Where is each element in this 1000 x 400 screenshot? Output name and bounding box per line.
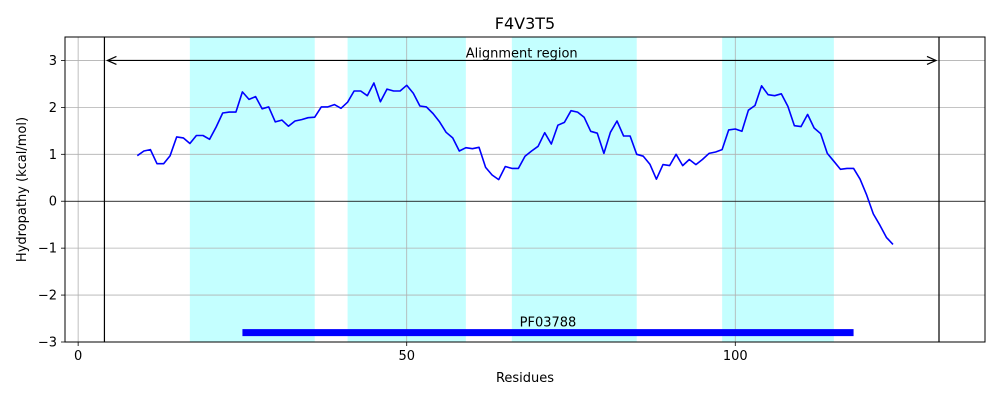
hydrophobic-band-3 [511, 37, 637, 342]
alignment-arrow-left-head [105, 55, 117, 66]
domain-label: PF03788 [520, 316, 577, 331]
x-tick-label: 50 [398, 349, 415, 364]
y-tick-label: 1 [49, 148, 57, 163]
hydrophobic-band-4 [722, 37, 834, 342]
x-axis-ticks: 0 50 100 [74, 342, 748, 364]
axes-frame [64, 36, 986, 343]
plot-frame [64, 36, 986, 343]
hydropathy-line-1 [136, 82, 894, 245]
y-tick-label: −3 [38, 336, 57, 351]
alignment-arrow-right-head [926, 55, 938, 66]
x-tick-label: 100 [723, 349, 748, 364]
hydropathy-series [136, 82, 894, 245]
y-tick-label: 2 [49, 101, 57, 116]
y-tick-label: 0 [49, 195, 57, 210]
hydrophobic-band-1 [189, 37, 315, 342]
y-axis-ticks: −3 −2 −1 0 1 2 3 [38, 54, 65, 351]
y-tick-label: −2 [38, 289, 57, 304]
hydrophobic-region-bands [189, 37, 834, 342]
alignment-region-label: Alignment region [466, 46, 578, 61]
domain-region: PF03788 [242, 316, 854, 337]
y-tick-label: 3 [49, 54, 57, 69]
x-axis-label: Residues [496, 371, 554, 386]
y-tick-label: −1 [38, 242, 57, 257]
chart-title: F4V3T5 [495, 14, 555, 33]
domain-bar [242, 329, 854, 337]
x-tick-label: 0 [74, 349, 82, 364]
alignment-region: Alignment region [103, 37, 940, 342]
y-axis-label: Hydropathy (kcal/mol) [15, 117, 30, 262]
